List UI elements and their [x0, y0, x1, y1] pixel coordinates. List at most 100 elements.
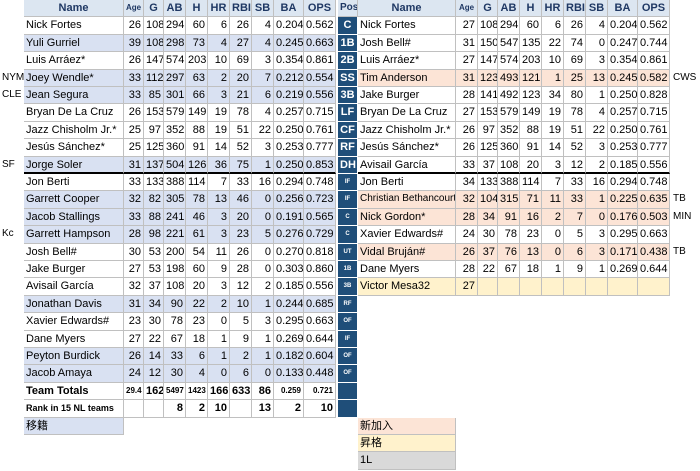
pos-cell: 2B	[338, 52, 358, 70]
cell: 504	[164, 156, 186, 174]
cell: 39	[124, 34, 144, 53]
cell: 4	[186, 365, 208, 383]
side-note: TB	[673, 193, 686, 205]
cell: 6	[186, 348, 208, 366]
legend-item: 1L	[358, 452, 456, 470]
cell: 0.256	[274, 191, 304, 209]
cell: 0.644	[304, 330, 336, 348]
cell: 547	[498, 34, 520, 53]
cell: 0.225	[608, 191, 638, 209]
cell: Josh Bell#	[24, 243, 124, 261]
cell: 388	[498, 174, 520, 192]
cell: 114	[186, 174, 208, 192]
cell: 16	[520, 208, 542, 227]
cell: 0.250	[608, 121, 638, 140]
cell: 16	[586, 174, 608, 192]
cell: 76	[498, 243, 520, 261]
cell: 352	[498, 121, 520, 140]
cell: 27	[230, 34, 252, 53]
cell: 37	[478, 243, 498, 261]
cell: 0.219	[274, 87, 304, 105]
cell: 0.723	[304, 191, 336, 209]
cell: 78	[498, 226, 520, 244]
cell: 31	[456, 69, 478, 87]
cell: 37	[478, 156, 498, 174]
cell: 90	[164, 295, 186, 314]
pos-cell: 3B	[338, 87, 358, 105]
cell: 221	[164, 226, 186, 244]
cell: 0.212	[274, 69, 304, 87]
header-cell: H	[186, 0, 208, 18]
cell: 0.715	[638, 104, 670, 122]
cell: 0.257	[274, 104, 304, 122]
cell: 0.663	[638, 226, 670, 244]
cell: 0.565	[304, 208, 336, 227]
totals-cell: 0.259	[274, 382, 304, 401]
cell: 7	[252, 69, 274, 87]
pos-cell: 1B	[338, 34, 358, 53]
pos-cell: C	[338, 226, 358, 244]
cell: 0.556	[304, 278, 336, 296]
pos-cell	[338, 400, 358, 418]
pos-header: Pos	[338, 0, 358, 18]
cell: 78	[164, 313, 186, 331]
cell: 0.176	[608, 208, 638, 227]
cell: 0.257	[608, 104, 638, 122]
cell: 69	[564, 52, 586, 70]
cell: 88	[186, 121, 208, 140]
cell: 0.250	[608, 87, 638, 105]
side-note: TB	[673, 245, 686, 257]
cell: 149	[186, 104, 208, 122]
cell: 31	[456, 34, 478, 53]
cell: 0.861	[304, 52, 336, 70]
cell	[564, 278, 586, 296]
cell: 0.860	[304, 261, 336, 279]
cell: 0	[252, 191, 274, 209]
cell: 141	[478, 87, 498, 105]
cell: Jorge Soler	[24, 156, 124, 174]
pos-cell: OF	[338, 348, 358, 366]
cell: 2	[252, 278, 274, 296]
cell: 0.303	[274, 261, 304, 279]
cell: 46	[186, 208, 208, 227]
cell: 0.295	[274, 313, 304, 331]
cell: 2	[208, 295, 230, 314]
cell: 301	[164, 87, 186, 105]
pos-cell: C	[338, 17, 358, 35]
totals-cell: 633	[230, 382, 252, 401]
pos-cell: C	[338, 208, 358, 227]
header-cell: OPS	[304, 0, 336, 18]
cell: 12	[230, 278, 252, 296]
cell: 0.818	[304, 243, 336, 261]
cell: 6	[564, 243, 586, 261]
cell: 0	[586, 34, 608, 53]
cell: 82	[144, 191, 164, 209]
side-note: Kc	[2, 228, 14, 240]
cell: 0.185	[274, 278, 304, 296]
side-note: MIN	[673, 210, 692, 222]
cell: Joey Wendle*	[24, 69, 124, 87]
cell: 61	[186, 226, 208, 244]
cell: 203	[186, 52, 208, 70]
cell: 22	[144, 330, 164, 348]
pos-cell: LF	[338, 104, 358, 122]
cell: 98	[144, 226, 164, 244]
cell: 0.295	[608, 226, 638, 244]
cell	[520, 278, 542, 296]
cell: 121	[520, 69, 542, 87]
cell: 0.276	[274, 226, 304, 244]
cell: 91	[186, 139, 208, 157]
cell: 33	[124, 87, 144, 105]
cell: 69	[230, 52, 252, 70]
cell: 0	[252, 365, 274, 383]
cell: 26	[124, 348, 144, 366]
cell: 28	[124, 226, 144, 244]
cell: 0.861	[638, 52, 670, 70]
cell: 0	[208, 313, 230, 331]
cell: 20	[186, 278, 208, 296]
totals-cell: Team Totals	[24, 382, 124, 401]
cell: Victor Mesa32	[358, 278, 456, 296]
cell: 0	[252, 208, 274, 227]
cell: Jacob Stallings	[24, 208, 124, 227]
